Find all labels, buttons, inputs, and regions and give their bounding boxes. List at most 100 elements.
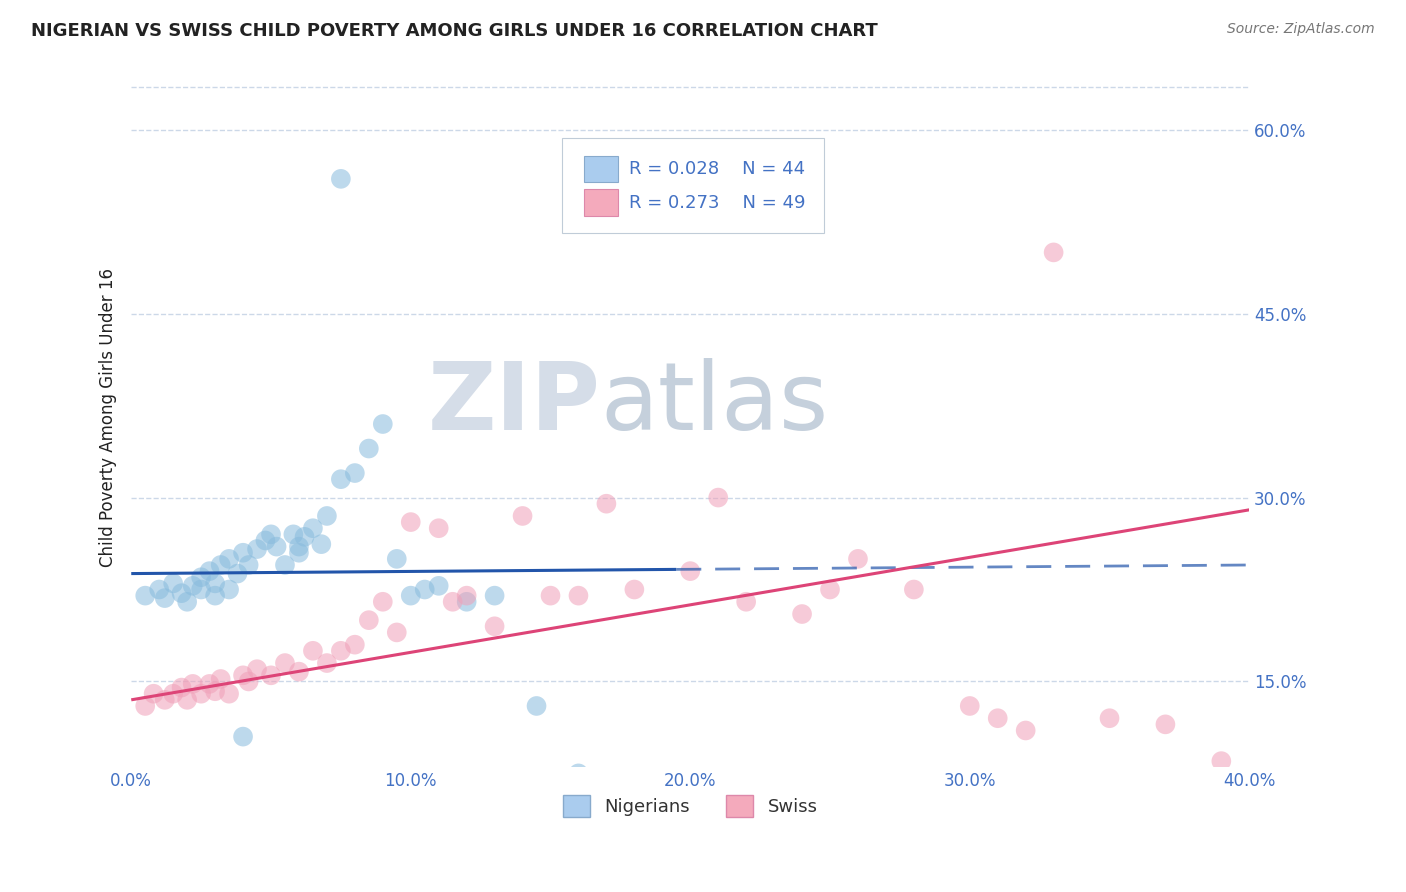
Point: [343, 638, 366, 652]
Point: [846, 552, 869, 566]
Point: [735, 595, 758, 609]
FancyBboxPatch shape: [583, 189, 617, 216]
Point: [484, 589, 506, 603]
Point: [283, 527, 305, 541]
Point: [567, 589, 589, 603]
Y-axis label: Child Poverty Among Girls Under 16: Child Poverty Among Girls Under 16: [100, 268, 117, 567]
Point: [987, 711, 1010, 725]
Point: [385, 552, 408, 566]
Text: atlas: atlas: [600, 358, 830, 450]
Text: NIGERIAN VS SWISS CHILD POVERTY AMONG GIRLS UNDER 16 CORRELATION CHART: NIGERIAN VS SWISS CHILD POVERTY AMONG GI…: [31, 22, 877, 40]
Point: [218, 552, 240, 566]
Point: [198, 564, 221, 578]
Point: [274, 558, 297, 572]
Point: [512, 508, 534, 523]
Point: [1154, 717, 1177, 731]
Point: [790, 607, 813, 621]
Point: [238, 558, 260, 572]
Point: [204, 589, 226, 603]
Point: [288, 665, 311, 679]
Point: [176, 595, 198, 609]
Text: R = 0.028    N = 44: R = 0.028 N = 44: [628, 161, 804, 178]
Point: [316, 656, 339, 670]
Point: [385, 625, 408, 640]
Point: [441, 595, 464, 609]
Point: [162, 687, 184, 701]
Point: [1042, 245, 1064, 260]
Point: [371, 417, 394, 431]
Point: [254, 533, 277, 548]
Point: [181, 579, 204, 593]
Point: [181, 677, 204, 691]
Point: [484, 619, 506, 633]
Point: [246, 662, 269, 676]
Point: [226, 566, 249, 581]
Point: [294, 530, 316, 544]
Point: [246, 542, 269, 557]
Point: [357, 613, 380, 627]
Point: [329, 472, 352, 486]
Point: [170, 586, 193, 600]
Text: ZIP: ZIP: [427, 358, 600, 450]
Point: [903, 582, 925, 597]
Point: [526, 698, 548, 713]
Point: [818, 582, 841, 597]
Point: [266, 540, 288, 554]
Point: [456, 595, 478, 609]
Point: [232, 730, 254, 744]
Point: [371, 595, 394, 609]
Point: [198, 677, 221, 691]
Point: [176, 693, 198, 707]
Point: [357, 442, 380, 456]
Point: [1098, 711, 1121, 725]
Point: [540, 589, 562, 603]
Point: [209, 672, 232, 686]
Point: [162, 576, 184, 591]
Point: [1211, 754, 1233, 768]
Point: [399, 515, 422, 529]
Point: [204, 684, 226, 698]
Point: [329, 172, 352, 186]
Point: [153, 693, 176, 707]
Point: [260, 527, 283, 541]
Point: [399, 589, 422, 603]
Point: [274, 656, 297, 670]
Point: [288, 546, 311, 560]
Point: [260, 668, 283, 682]
Point: [232, 546, 254, 560]
Point: [170, 681, 193, 695]
Point: [238, 674, 260, 689]
Point: [232, 668, 254, 682]
Point: [623, 582, 645, 597]
Text: R = 0.273    N = 49: R = 0.273 N = 49: [628, 194, 806, 211]
Point: [190, 687, 212, 701]
Point: [427, 579, 450, 593]
Point: [134, 698, 156, 713]
Point: [679, 564, 702, 578]
Point: [142, 687, 165, 701]
FancyBboxPatch shape: [583, 156, 617, 183]
Point: [595, 497, 617, 511]
Point: [134, 589, 156, 603]
Legend: Nigerians, Swiss: Nigerians, Swiss: [555, 789, 825, 824]
Point: [413, 582, 436, 597]
Point: [311, 537, 333, 551]
Point: [567, 766, 589, 780]
FancyBboxPatch shape: [561, 138, 824, 233]
Point: [153, 591, 176, 606]
Point: [204, 576, 226, 591]
Point: [707, 491, 730, 505]
Point: [316, 508, 339, 523]
Point: [288, 540, 311, 554]
Point: [148, 582, 170, 597]
Point: [427, 521, 450, 535]
Point: [959, 698, 981, 713]
Point: [218, 687, 240, 701]
Point: [456, 589, 478, 603]
Point: [209, 558, 232, 572]
Point: [1014, 723, 1036, 738]
Point: [302, 644, 325, 658]
Text: Source: ZipAtlas.com: Source: ZipAtlas.com: [1227, 22, 1375, 37]
Point: [343, 466, 366, 480]
Point: [190, 582, 212, 597]
